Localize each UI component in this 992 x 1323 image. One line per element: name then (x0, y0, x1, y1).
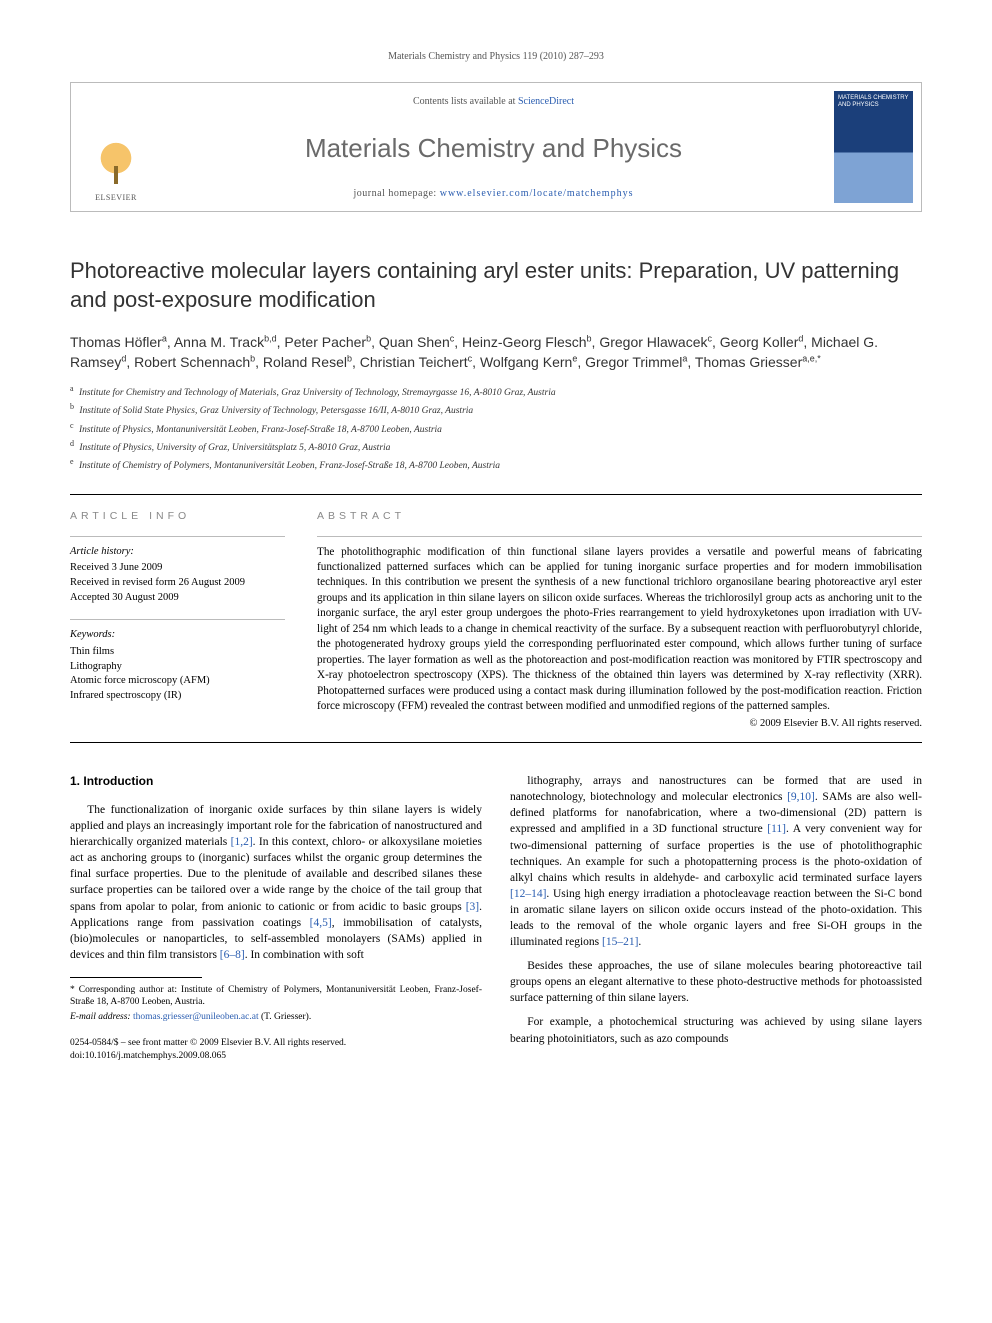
affiliation-line: d Institute of Physics, University of Gr… (70, 438, 922, 455)
contents-available-line: Contents lists available at ScienceDirec… (413, 95, 574, 109)
journal-cover-column: MATERIALS CHEMISTRY AND PHYSICS (826, 83, 921, 211)
email-label: E-mail address: (70, 1012, 131, 1022)
keyword: Lithography (70, 660, 285, 675)
publisher-logo-column: ELSEVIER (71, 83, 161, 211)
affiliation-line: e Institute of Chemistry of Polymers, Mo… (70, 456, 922, 473)
keywords-subhead: Keywords: (70, 628, 285, 643)
citation-link[interactable]: [11] (767, 823, 786, 835)
body-paragraph: lithography, arrays and nanostructures c… (510, 773, 922, 950)
citation-link[interactable]: [15–21] (602, 936, 638, 948)
section-heading-introduction: 1. Introduction (70, 773, 482, 790)
accepted-line: Accepted 30 August 2009 (70, 591, 285, 606)
article-info-column: ARTICLE INFO Article history: Received 3… (70, 509, 285, 732)
corresponding-author-note: * Corresponding author at: Institute of … (70, 984, 482, 1009)
corresponding-email-link[interactable]: thomas.griesser@unileoben.ac.at (133, 1012, 259, 1022)
body-paragraph: Besides these approaches, the use of sil… (510, 958, 922, 1006)
citation-link[interactable]: [12–14] (510, 888, 546, 900)
keyword: Atomic force microscopy (AFM) (70, 674, 285, 689)
body-paragraph: For example, a photochemical structuring… (510, 1014, 922, 1046)
abstract-heading: ABSTRACT (317, 509, 922, 524)
authors-list: Thomas Höflera, Anna M. Trackb,d, Peter … (70, 332, 922, 373)
email-line: E-mail address: thomas.griesser@unileobe… (70, 1011, 482, 1023)
abstract-text: The photolithographic modification of th… (317, 536, 922, 715)
footnote-separator (70, 977, 202, 978)
footnotes-block: * Corresponding author at: Institute of … (70, 984, 482, 1023)
journal-masthead: ELSEVIER Contents lists available at Sci… (70, 82, 922, 212)
history-subhead: Article history: (70, 545, 285, 560)
running-head: Materials Chemistry and Physics 119 (201… (70, 50, 922, 64)
article-history-block: Article history: Received 3 June 2009 Re… (70, 536, 285, 606)
email-who: (T. Griesser). (259, 1012, 312, 1022)
citation-link[interactable]: [4,5] (310, 917, 332, 929)
info-abstract-row: ARTICLE INFO Article history: Received 3… (70, 509, 922, 732)
homepage-prefix: journal homepage: (354, 188, 440, 199)
cover-title: MATERIALS CHEMISTRY AND PHYSICS (838, 95, 909, 108)
front-matter-line: 0254-0584/$ – see front matter © 2009 El… (70, 1037, 482, 1050)
citation-link[interactable]: [3] (466, 901, 479, 913)
journal-homepage-line: journal homepage: www.elsevier.com/locat… (354, 187, 634, 201)
contents-prefix: Contents lists available at (413, 96, 518, 107)
revised-line: Received in revised form 26 August 2009 (70, 576, 285, 591)
keyword: Thin films (70, 645, 285, 660)
article-title: Photoreactive molecular layers containin… (70, 257, 922, 314)
sciencedirect-link[interactable]: ScienceDirect (518, 96, 574, 107)
document-footer: 0254-0584/$ – see front matter © 2009 El… (70, 1037, 482, 1063)
doi-line: doi:10.1016/j.matchemphys.2009.08.065 (70, 1050, 482, 1063)
affiliation-line: b Institute of Solid State Physics, Graz… (70, 401, 922, 418)
masthead-center: Contents lists available at ScienceDirec… (161, 83, 826, 211)
affiliation-line: c Institute of Physics, Montanuniversitä… (70, 420, 922, 437)
publisher-name: ELSEVIER (95, 192, 137, 203)
journal-homepage-link[interactable]: www.elsevier.com/locate/matchemphys (440, 188, 634, 199)
elsevier-tree-icon (93, 142, 139, 188)
journal-name: Materials Chemistry and Physics (305, 130, 682, 166)
journal-cover-thumbnail: MATERIALS CHEMISTRY AND PHYSICS (834, 91, 913, 203)
rule-top (70, 494, 922, 495)
received-line: Received 3 June 2009 (70, 561, 285, 576)
rule-bottom (70, 742, 922, 743)
section-title: Introduction (83, 774, 153, 788)
section-number: 1. (70, 774, 80, 788)
abstract-column: ABSTRACT The photolithographic modificat… (317, 509, 922, 732)
affiliation-line: a Institute for Chemistry and Technology… (70, 383, 922, 400)
citation-link[interactable]: [1,2] (231, 836, 253, 848)
body-two-column: 1. Introduction The functionalization of… (70, 773, 922, 1062)
keywords-block: Keywords: Thin filmsLithographyAtomic fo… (70, 619, 285, 703)
affiliations-list: a Institute for Chemistry and Technology… (70, 383, 922, 474)
keyword: Infrared spectroscopy (IR) (70, 689, 285, 704)
body-paragraph: The functionalization of inorganic oxide… (70, 802, 482, 963)
citation-link[interactable]: [6–8] (220, 949, 245, 961)
article-info-heading: ARTICLE INFO (70, 509, 285, 524)
abstract-copyright: © 2009 Elsevier B.V. All rights reserved… (317, 717, 922, 732)
citation-link[interactable]: [9,10] (787, 791, 815, 803)
title-block: Photoreactive molecular layers containin… (70, 257, 922, 474)
